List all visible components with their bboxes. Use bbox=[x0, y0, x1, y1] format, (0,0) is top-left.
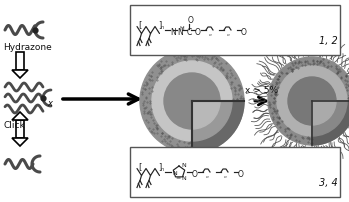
Text: [: [ bbox=[138, 162, 141, 171]
Circle shape bbox=[152, 62, 232, 141]
Wedge shape bbox=[192, 101, 244, 153]
FancyBboxPatch shape bbox=[130, 147, 340, 197]
Text: $_o$: $_o$ bbox=[208, 33, 213, 39]
Wedge shape bbox=[192, 101, 232, 141]
Text: O: O bbox=[195, 28, 201, 37]
Text: $_o$: $_o$ bbox=[226, 33, 231, 39]
Circle shape bbox=[277, 67, 347, 136]
Circle shape bbox=[140, 50, 244, 153]
Text: O: O bbox=[192, 169, 198, 178]
Wedge shape bbox=[312, 101, 349, 145]
Text: x: x bbox=[47, 99, 52, 107]
Text: N: N bbox=[172, 170, 177, 175]
Text: Hydrazone: Hydrazone bbox=[3, 43, 52, 52]
FancyBboxPatch shape bbox=[130, 6, 340, 56]
Text: [: [ bbox=[138, 20, 141, 29]
Text: $_o$: $_o$ bbox=[223, 174, 228, 180]
Circle shape bbox=[288, 78, 336, 125]
Circle shape bbox=[164, 74, 220, 129]
Wedge shape bbox=[192, 101, 220, 129]
Text: 3, 4: 3, 4 bbox=[319, 177, 337, 187]
Text: 1, 2: 1, 2 bbox=[319, 36, 337, 46]
Text: $=$N: $=$N bbox=[174, 173, 188, 181]
Text: Click: Click bbox=[3, 121, 25, 130]
Wedge shape bbox=[312, 101, 347, 136]
Polygon shape bbox=[12, 138, 28, 146]
Text: H: H bbox=[179, 26, 184, 31]
Text: ]: ] bbox=[158, 162, 161, 171]
Polygon shape bbox=[12, 71, 28, 79]
Wedge shape bbox=[312, 101, 336, 125]
Text: N: N bbox=[170, 28, 176, 37]
Text: O: O bbox=[188, 16, 194, 25]
Polygon shape bbox=[12, 113, 28, 120]
Text: ]: ] bbox=[158, 20, 161, 29]
Text: $_n$: $_n$ bbox=[160, 24, 165, 32]
Text: O: O bbox=[241, 28, 247, 37]
Text: $_n$: $_n$ bbox=[160, 166, 165, 173]
Text: O: O bbox=[238, 169, 244, 178]
Text: N: N bbox=[177, 28, 183, 37]
Text: x > 5%: x > 5% bbox=[245, 86, 279, 95]
FancyBboxPatch shape bbox=[16, 53, 24, 71]
Text: $_o$: $_o$ bbox=[205, 174, 209, 180]
Circle shape bbox=[268, 58, 349, 145]
Text: N: N bbox=[181, 162, 186, 167]
Text: C: C bbox=[187, 28, 192, 37]
FancyBboxPatch shape bbox=[16, 120, 24, 138]
